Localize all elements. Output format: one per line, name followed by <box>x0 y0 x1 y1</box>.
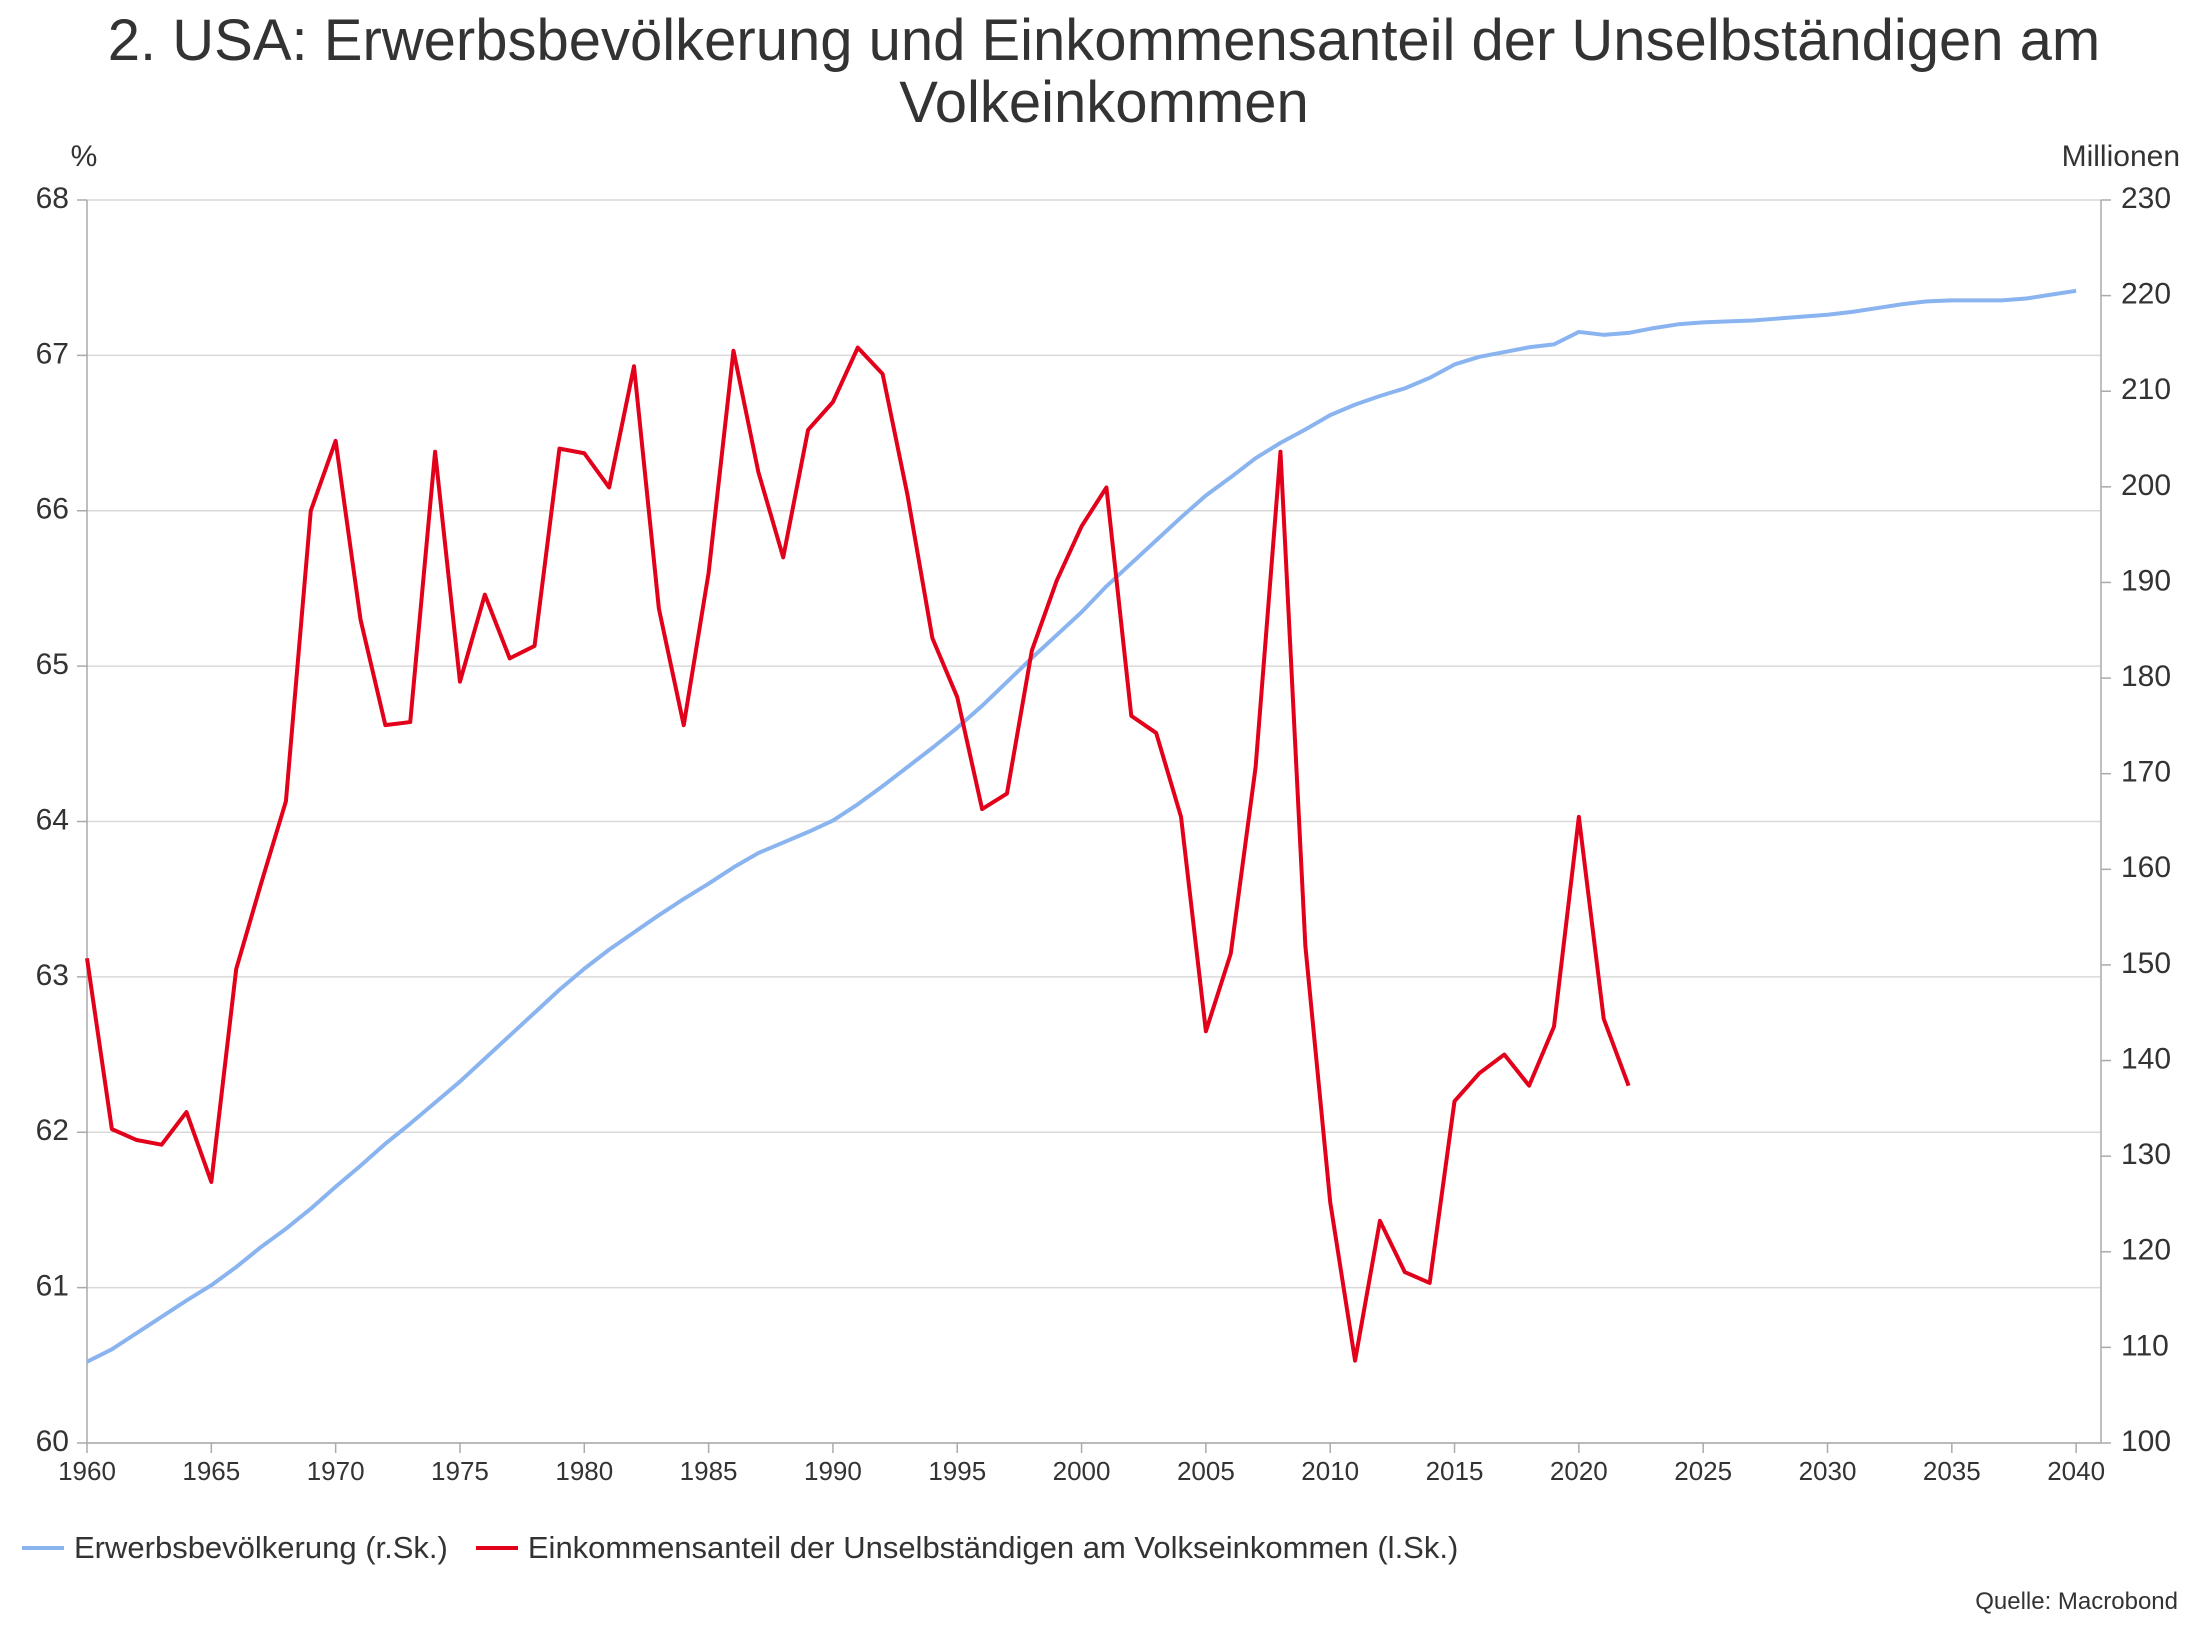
x-tick-label: 1985 <box>680 1456 738 1486</box>
series-line <box>86 288 2077 1364</box>
x-tick-label: 1980 <box>555 1456 613 1486</box>
y2-tick-label: 190 <box>2121 564 2171 597</box>
x-tick-label: 2035 <box>1923 1456 1981 1486</box>
legend-label: Erwerbsbevölkerung (r.Sk.) <box>74 1530 448 1565</box>
x-tick-label: 2000 <box>1053 1456 1111 1486</box>
y2-tick-label: 130 <box>2121 1138 2171 1171</box>
y2-tick-label: 230 <box>2121 182 2171 215</box>
x-tick-label: 2040 <box>2047 1456 2105 1486</box>
x-tick-label: 2010 <box>1301 1456 1359 1486</box>
y2-tick-label: 110 <box>2121 1329 2169 1362</box>
y-tick-label: 60 <box>36 1425 69 1458</box>
legend-swatch <box>475 1546 518 1550</box>
series-line <box>85 345 1631 1363</box>
legend-swatch <box>22 1546 64 1550</box>
x-tick-label: 1975 <box>431 1456 489 1486</box>
y-tick-label: 64 <box>36 803 69 836</box>
x-tick-label: 1960 <box>58 1456 116 1486</box>
source: Quelle: Macrobond <box>1975 1588 2178 1615</box>
legend: Erwerbsbevölkerung (r.Sk.) Einkommensante… <box>22 1530 1458 1566</box>
x-tick-label: 1995 <box>928 1456 986 1486</box>
y-tick-label: 67 <box>36 337 69 370</box>
x-tick-label: 2005 <box>1177 1456 1235 1486</box>
y2-tick-label: 200 <box>2121 469 2171 502</box>
x-tick-label: 1970 <box>307 1456 365 1486</box>
y-tick-label: 65 <box>36 648 69 681</box>
y-tick-label: 63 <box>36 959 69 992</box>
x-tick-label: 2030 <box>1799 1456 1857 1486</box>
y2-tick-label: 150 <box>2121 947 2171 980</box>
y2-tick-label: 100 <box>2121 1425 2171 1458</box>
x-tick-label: 1965 <box>182 1456 240 1486</box>
x-tick-label: 1990 <box>804 1456 862 1486</box>
x-tick-label: 2015 <box>1426 1456 1484 1486</box>
legend-item: Erwerbsbevölkerung (r.Sk.) <box>22 1530 448 1566</box>
x-tick-label: 2020 <box>1550 1456 1608 1486</box>
y2-tick-label: 120 <box>2121 1234 2171 1267</box>
legend-item: Einkommensanteil der Unselbständigen am … <box>475 1530 1459 1566</box>
y2-tick-label: 220 <box>2121 278 2171 311</box>
y2-tick-label: 140 <box>2121 1042 2171 1075</box>
y2-tick-label: 180 <box>2121 660 2171 693</box>
y-tick-label: 61 <box>36 1270 69 1303</box>
y2-tick-label: 210 <box>2121 373 2171 406</box>
x-tick-label: 2025 <box>1674 1456 1732 1486</box>
y-tick-label: 68 <box>36 182 69 215</box>
legend-label: Einkommensanteil der Unselbständigen am … <box>527 1530 1459 1565</box>
y2-tick-label: 170 <box>2121 756 2171 789</box>
y2-tick-label: 160 <box>2121 851 2171 884</box>
chart-title: 2. USA: Erwerbsbevölkerung und Einkommen… <box>107 8 2101 135</box>
y-tick-label: 66 <box>36 493 69 526</box>
y-tick-label: 62 <box>36 1114 69 1147</box>
y2-axis-label: Millionen <box>2062 140 2180 173</box>
y-axis-label: % <box>71 140 98 173</box>
